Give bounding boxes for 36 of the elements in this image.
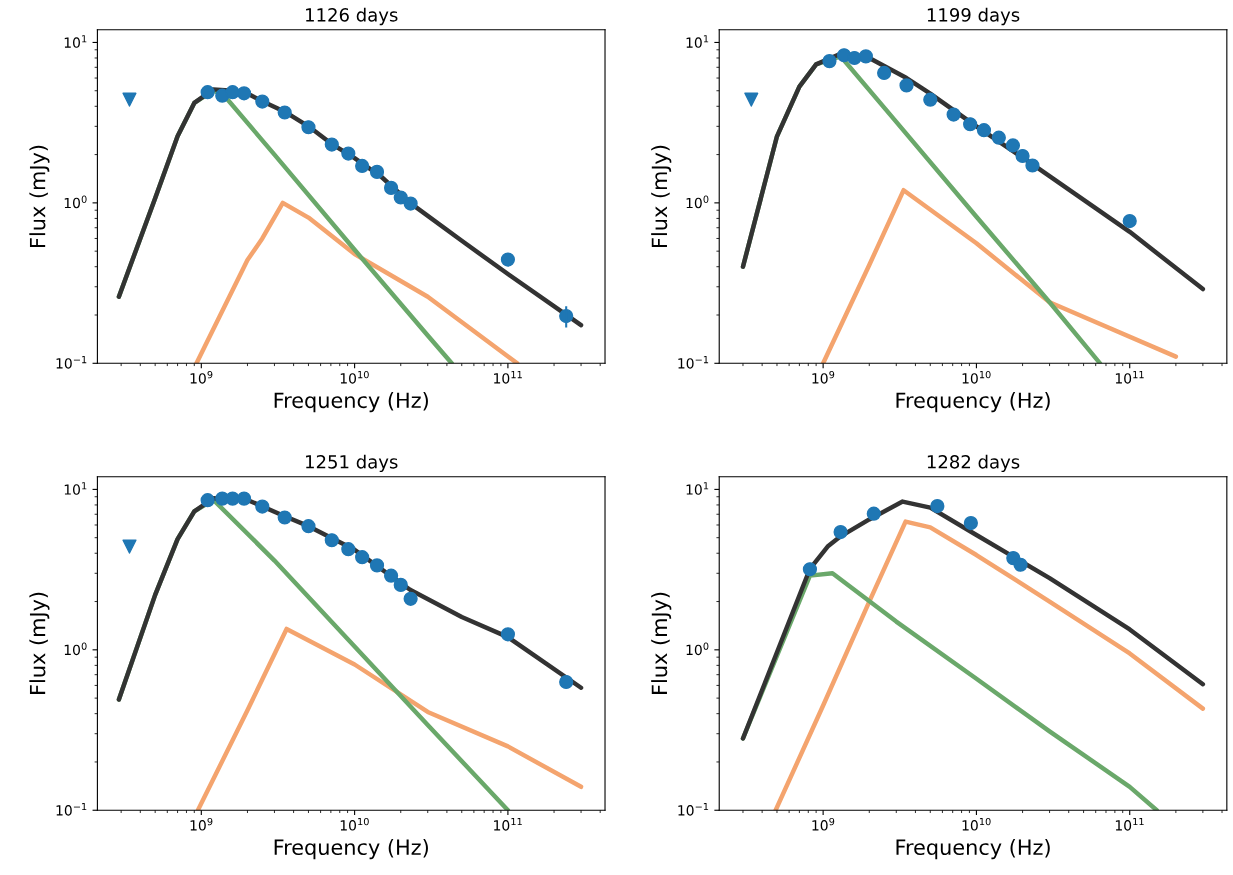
y-axis-title: Flux (mJy) (29, 145, 50, 247)
x-tick-label: 10$^{9}$ (812, 817, 835, 831)
x-tick-label: 10$^{10}$ (340, 817, 369, 831)
chart-title: 1199 days (927, 7, 1020, 26)
y-tick-label: 10$^{1}$ (64, 482, 87, 495)
x-axis-title: Frequency (Hz) (896, 392, 1050, 413)
x-tick-label: 10$^{11}$ (1115, 371, 1144, 384)
x-axis-title: Frequency (Hz) (896, 838, 1050, 860)
y-tick-label: 10$^{−1}$ (678, 803, 709, 816)
y-tick-label: 10$^{1}$ (686, 35, 709, 48)
x-tick-label: 10$^{10}$ (340, 370, 369, 384)
x-tick-label: 10$^{10}$ (962, 817, 991, 831)
y-tick-label: 10$^{0}$ (64, 642, 87, 656)
x-tick-label: 10$^{11}$ (494, 371, 522, 384)
x-tick-label: 10$^{9}$ (190, 370, 213, 384)
y-tick-label: 10$^{1}$ (686, 482, 709, 495)
y-tick-label: 10$^{0}$ (686, 642, 709, 656)
y-tick-label: 10$^{−1}$ (56, 803, 87, 816)
y-tick-label: 10$^{0}$ (64, 195, 87, 209)
chart-title: 1282 days (927, 454, 1020, 473)
y-axis-title: Flux (mJy) (651, 145, 672, 247)
chart-title: 1251 days (306, 454, 398, 473)
chart-title: 1126 days (306, 7, 398, 26)
y-tick-label: 10$^{1}$ (64, 35, 87, 48)
x-axis-title: Frequency (Hz) (274, 392, 428, 413)
y-axis-title: Flux (mJy) (29, 592, 50, 694)
x-tick-label: 10$^{11}$ (494, 818, 522, 831)
y-tick-label: 10$^{−1}$ (56, 356, 87, 369)
x-axis-title: Frequency (Hz) (274, 838, 428, 860)
y-tick-label: 10$^{0}$ (686, 195, 709, 209)
x-tick-label: 10$^{11}$ (1115, 818, 1144, 831)
x-tick-label: 10$^{9}$ (190, 817, 213, 831)
y-axis-title: Flux (mJy) (651, 592, 672, 694)
x-tick-label: 10$^{10}$ (962, 370, 991, 384)
y-tick-label: 10$^{−1}$ (678, 356, 709, 369)
x-tick-label: 10$^{9}$ (812, 370, 835, 384)
